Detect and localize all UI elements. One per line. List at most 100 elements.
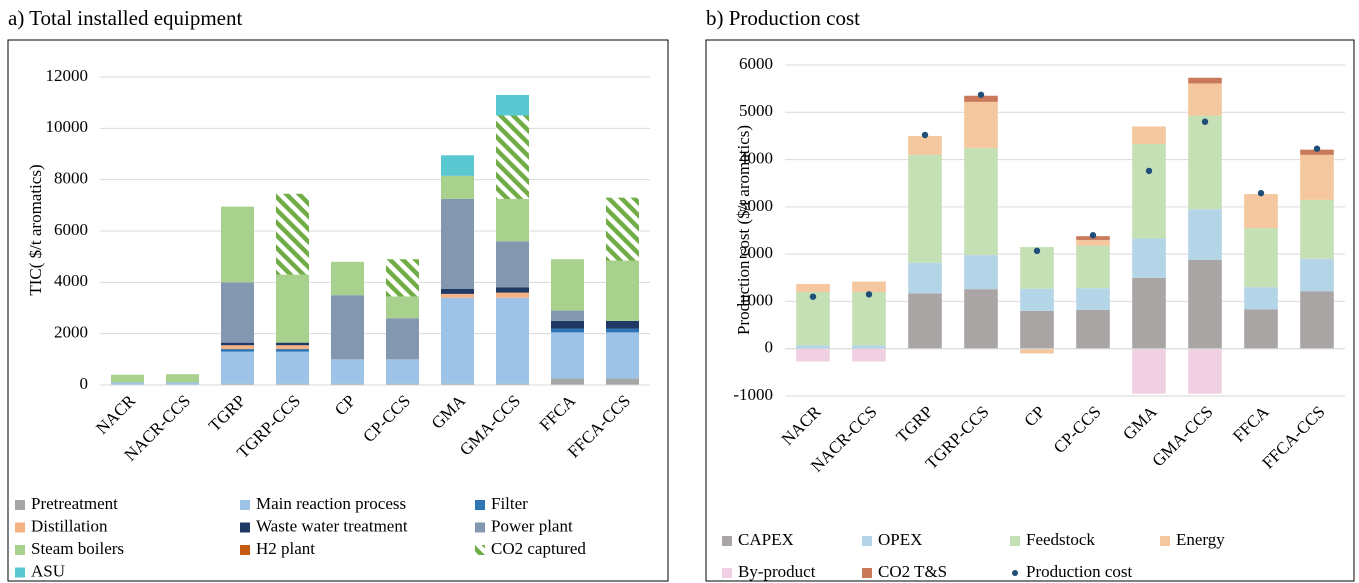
bar-segment (908, 135, 942, 155)
legend-swatch (240, 500, 250, 510)
bar-segment (852, 345, 886, 349)
production-cost-point (921, 131, 929, 139)
bar-segment (441, 198, 474, 289)
y-tick-label: -1000 (733, 385, 773, 404)
bar-segment (441, 297, 474, 384)
x-tick-label: CP (331, 391, 359, 419)
bar-segment (1132, 143, 1166, 239)
bar-segment (331, 383, 364, 385)
bar-segment (166, 382, 199, 385)
y-tick-label: 0 (80, 374, 89, 393)
bar-segment (276, 193, 309, 275)
bar-segment (606, 197, 639, 261)
bar-segment (441, 383, 474, 385)
bar-segment (606, 378, 639, 385)
x-tick-label: NACR (92, 391, 139, 438)
production-cost-point (1145, 167, 1153, 175)
bar-segment (1188, 259, 1222, 349)
bar-segment (111, 382, 144, 385)
bar-segment (386, 359, 419, 384)
y-tick-label: 8000 (54, 169, 88, 188)
bar-segment (964, 95, 998, 102)
y-tick-label: 4000 (54, 271, 88, 290)
bar-segment (964, 255, 998, 290)
bar-segment (551, 328, 584, 333)
bar-segment (1076, 309, 1110, 349)
bar-segment (964, 147, 998, 256)
bar-segment (1132, 277, 1166, 349)
legend-label: Main reaction process (256, 494, 406, 513)
bar-segment (1188, 83, 1222, 116)
bar-segment (964, 101, 998, 148)
y-tick-label: 12000 (46, 66, 89, 85)
bar-segment (852, 291, 886, 346)
bar-segment (606, 260, 639, 321)
legend-swatch (722, 568, 732, 578)
bar-segment (166, 374, 199, 383)
bar-segment (551, 259, 584, 311)
legend-swatch (722, 536, 732, 546)
bar-segment (551, 320, 584, 329)
legend-label: Feedstock (1026, 530, 1095, 549)
legend-swatch (15, 522, 25, 533)
legend-label: Energy (1176, 530, 1225, 549)
bar-segment (496, 241, 529, 288)
bar-segment (796, 291, 830, 346)
bar-segment (441, 155, 474, 176)
legend-label: OPEX (878, 530, 922, 549)
x-tick-label: TGRP (892, 402, 936, 446)
chart-title: b) Production cost (706, 6, 860, 30)
bar-segment (276, 351, 309, 384)
x-tick-label: FFCA (536, 391, 580, 435)
bar-segment (796, 348, 830, 362)
x-tick-label: GMA-CCS (456, 391, 524, 459)
legend-swatch (475, 500, 485, 510)
bar-segment (1244, 228, 1278, 288)
bar-segment (221, 342, 254, 346)
bar-segment (964, 289, 998, 349)
legend-label: CO2 captured (491, 539, 586, 558)
bar-segment (111, 374, 144, 383)
y-tick-label: 10000 (46, 117, 89, 136)
legend-label: Filter (491, 494, 528, 513)
bar-segment (1020, 288, 1054, 311)
bar-segment (1132, 348, 1166, 394)
y-axis-label: TIC( $/t aromatics) (26, 164, 45, 295)
legend-swatch (240, 545, 250, 555)
bar-segment (606, 328, 639, 333)
bar-segment (551, 378, 584, 385)
bar-segment (1076, 239, 1110, 246)
bar-segment (551, 310, 584, 321)
bar-segment (1244, 287, 1278, 310)
legend-swatch (1160, 536, 1170, 546)
x-tick-label: GMA (1119, 402, 1161, 444)
legend-swatch (475, 522, 485, 533)
legend-label: Power plant (491, 516, 573, 535)
legend-label: CO2 T&S (878, 562, 947, 581)
chart-title: a) Total installed equipment (8, 6, 242, 30)
bar-segment (908, 154, 942, 263)
bar-segment (1300, 154, 1334, 200)
y-tick-label: 2000 (54, 323, 88, 342)
bar-segment (1188, 209, 1222, 260)
bar-segment (221, 282, 254, 343)
production-cost-point (865, 291, 873, 298)
bar-segment (1300, 258, 1334, 292)
production-cost-point (1033, 247, 1041, 255)
bar-segment (496, 94, 529, 116)
panel-a-frame (7, 39, 669, 582)
legend-swatch (15, 500, 25, 510)
bar-segment (276, 274, 309, 343)
bar-segment (331, 359, 364, 384)
bar-segment (276, 383, 309, 385)
y-axis-label: Production cost ($/t aromatics) (734, 125, 753, 335)
legend-label: Production cost (1026, 562, 1133, 581)
y-tick-label: 2000 (739, 243, 773, 262)
bar-segment (796, 345, 830, 349)
bar-segment (331, 295, 364, 360)
bar-segment (1188, 77, 1222, 84)
legend-swatch (862, 536, 872, 546)
legend-label: By-product (738, 562, 816, 581)
production-cost-point (977, 91, 985, 98)
